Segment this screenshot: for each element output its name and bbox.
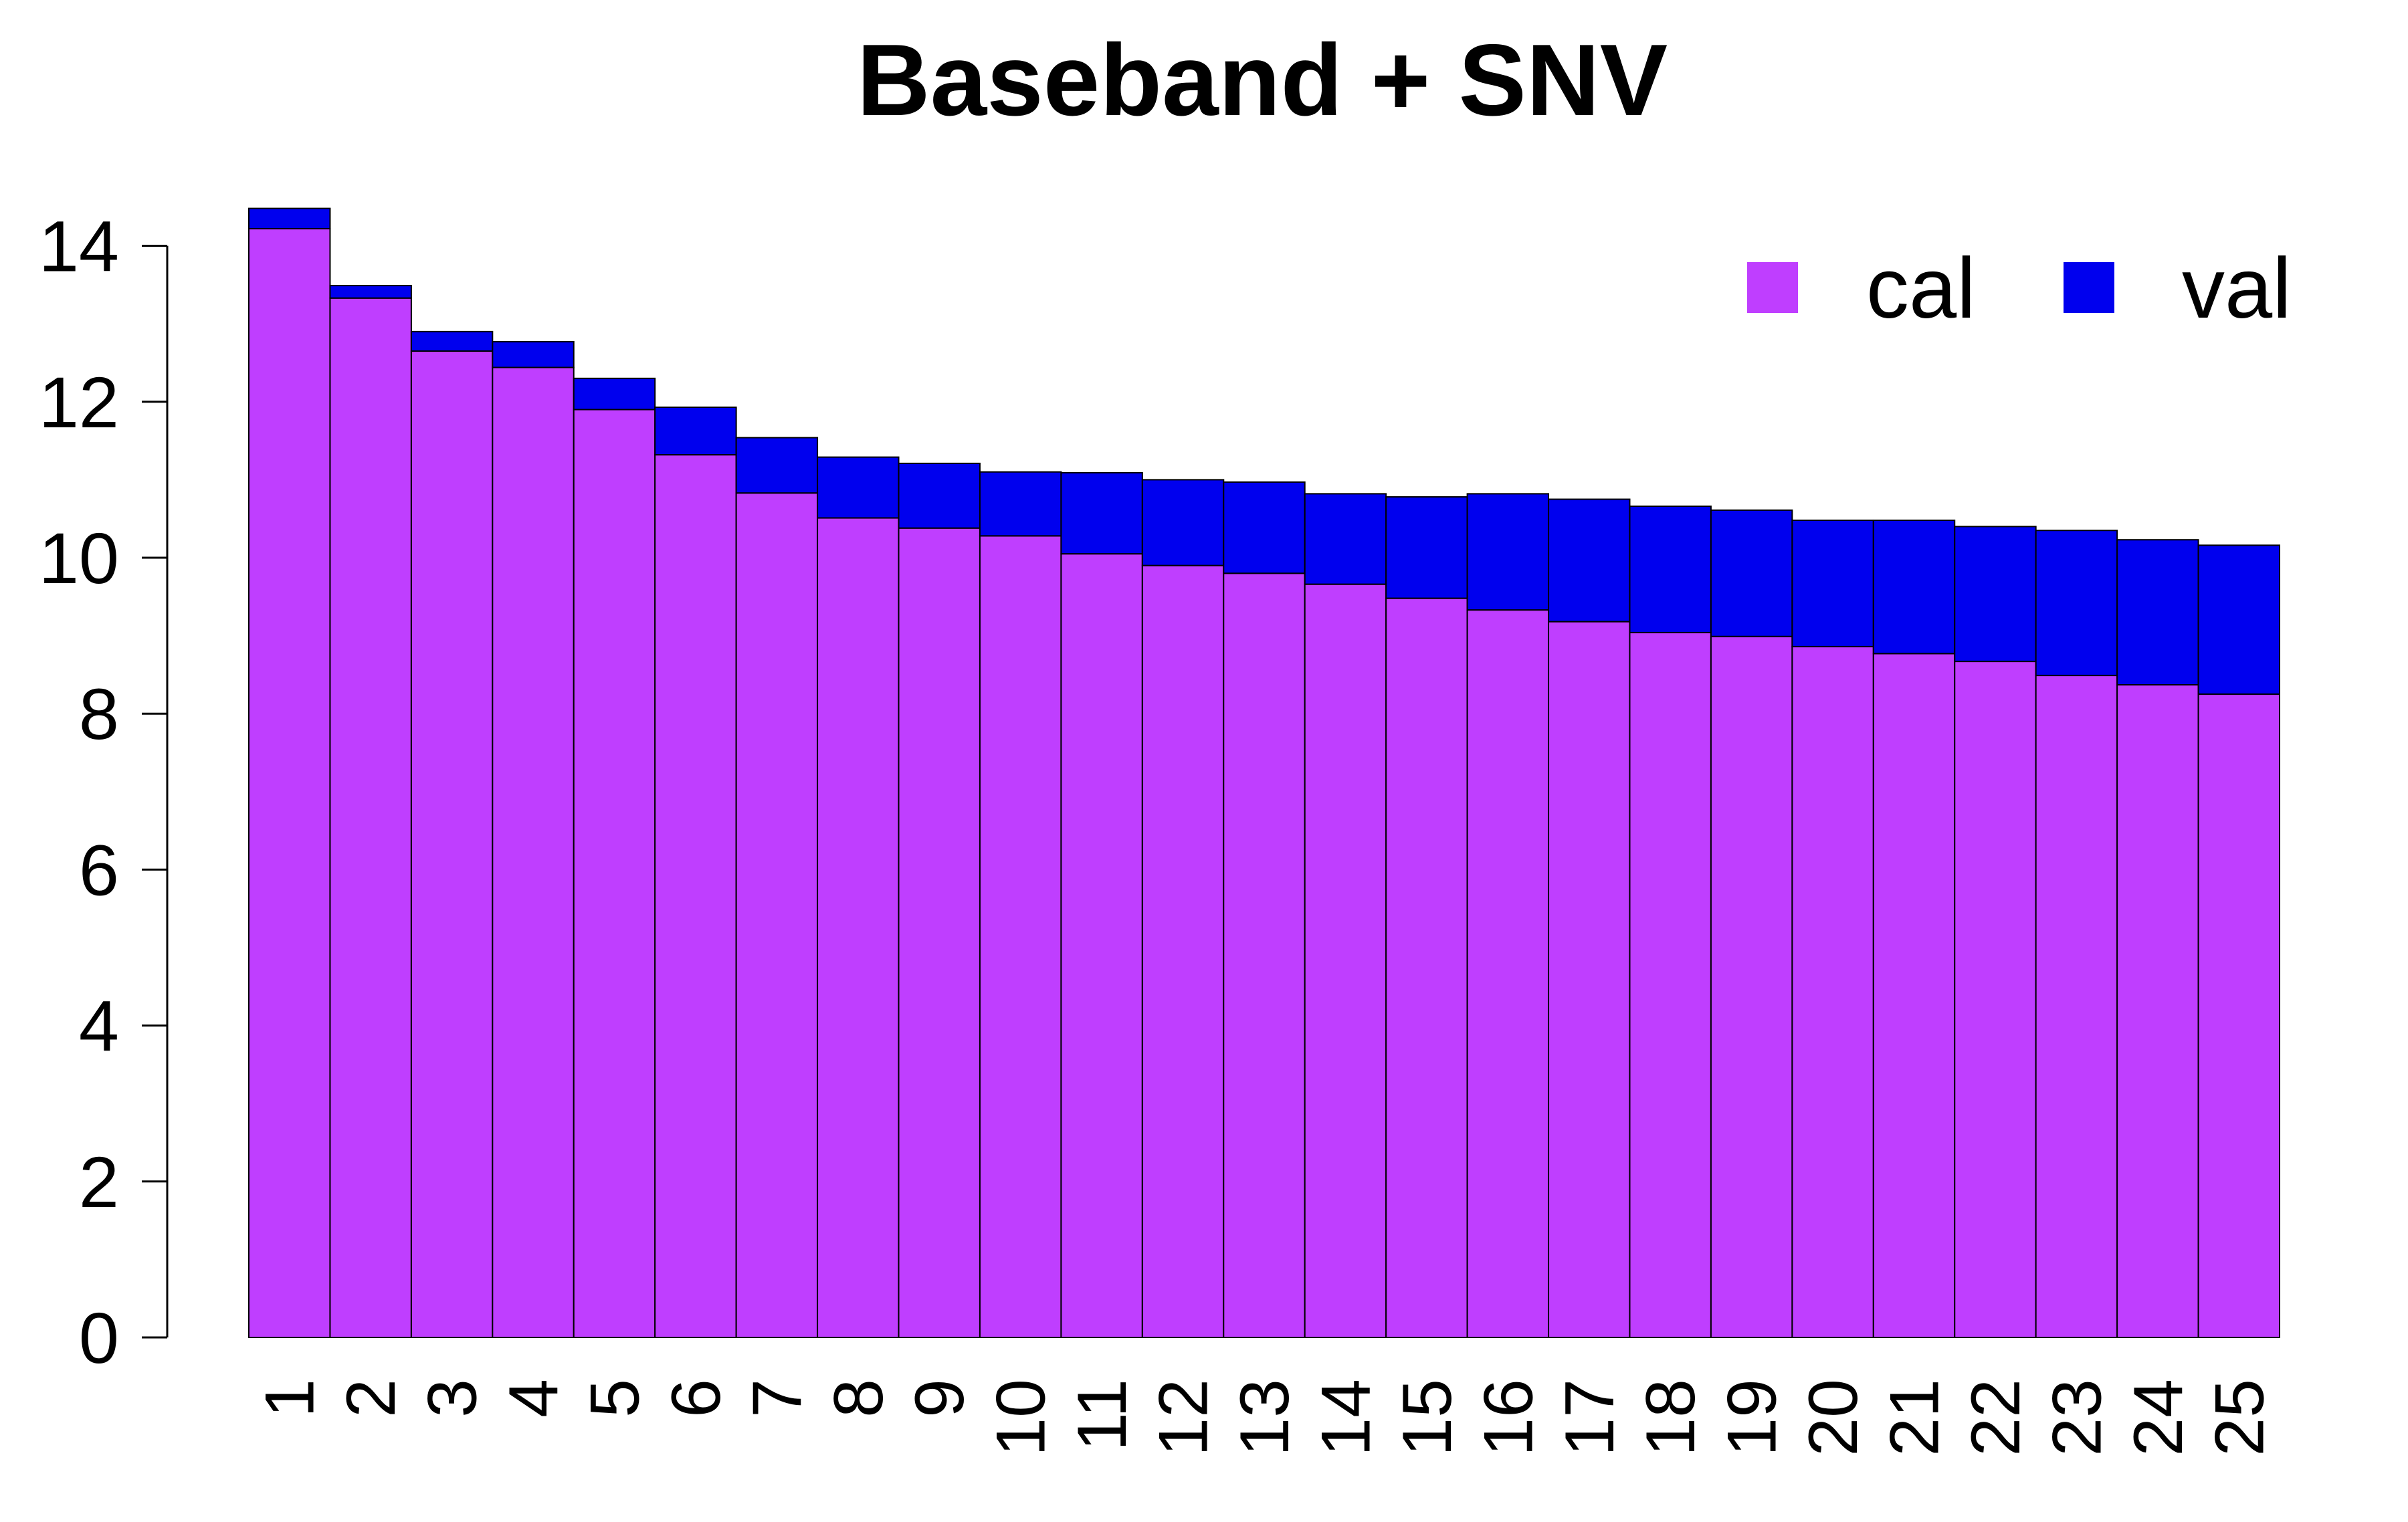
bar-val-3 [410,330,494,352]
x-tick-label: 25 [2201,1379,2278,1456]
x-tick-label: 2 [332,1379,410,1418]
bar-val-24 [2116,539,2199,686]
bar-val-16 [1466,493,1550,611]
bar-cal-3 [410,350,494,1338]
y-tick-label: 4 [79,986,119,1067]
bar-cal-14 [1304,583,1387,1338]
bar-cal-10 [979,535,1062,1338]
bar-cal-13 [1223,572,1306,1339]
bar-cal-24 [2116,684,2199,1338]
x-tick-label: 19 [1714,1379,1791,1456]
bar-cal-4 [492,366,575,1338]
bar-val-20 [1791,520,1874,647]
bar-val-18 [1629,506,1712,633]
x-tick-label: 22 [1957,1379,2035,1456]
x-tick-label: 10 [983,1379,1060,1456]
bar-cal-1 [248,227,331,1338]
bar-val-25 [2197,544,2281,695]
x-tick-label: 11 [1064,1379,1141,1451]
y-tick-label: 10 [39,518,119,599]
bar-cal-17 [1548,621,1631,1338]
bar-cal-2 [329,297,412,1338]
bar-val-7 [735,437,819,494]
bar-cal-22 [1954,661,2037,1338]
bar-val-22 [1954,526,2037,663]
bar-cal-20 [1791,645,1874,1339]
legend-swatch-val [2064,262,2114,313]
bar-val-14 [1304,493,1387,585]
x-tick-label: 4 [495,1379,573,1418]
x-tick-label: 6 [658,1379,735,1418]
bar-cal-7 [735,492,819,1338]
y-tick-label: 12 [39,362,119,443]
x-tick-label: 23 [2038,1379,2116,1456]
bar-val-5 [573,377,656,411]
bar-val-15 [1385,496,1468,599]
x-tick-label: 24 [2120,1379,2197,1456]
y-tick-label: 2 [79,1142,119,1222]
bar-cal-16 [1466,609,1550,1339]
bar-cal-23 [2035,675,2118,1338]
legend-label-cal: cal [1866,241,1976,336]
y-axis: 0 2 4 6 8 10 12 14 [39,206,169,1378]
bar-cal-11 [1060,553,1143,1338]
x-tick-label: 13 [1226,1379,1304,1456]
bar-cal-8 [817,517,900,1338]
bar-cal-9 [898,527,981,1338]
bar-val-12 [1141,479,1225,566]
chart-title: Baseband + SNV [857,23,1668,137]
x-tick-label: 7 [738,1379,816,1418]
x-tick-label: 1 [252,1379,329,1418]
x-tick-label: 12 [1145,1379,1223,1456]
x-tick-label: 17 [1551,1379,1629,1456]
bar-val-11 [1060,471,1143,555]
y-tick-label: 0 [79,1297,119,1378]
y-tick-label: 6 [79,829,119,910]
x-tick-label: 15 [1389,1379,1466,1456]
bar-val-23 [2035,530,2118,677]
bar-val-17 [1548,498,1631,623]
x-axis: 1 2 3 4 5 6 7 8 9 10 11 12 13 14 15 16 17 18 19 20 21 22 23 24 2… [252,1379,2279,1456]
legend: cal val [1747,241,2292,336]
bar-val-21 [1872,520,1956,655]
bar-cal-12 [1141,564,1225,1338]
bar-val-13 [1223,481,1306,574]
x-tick-label: 20 [1795,1379,1872,1456]
bar-val-19 [1710,509,1793,637]
bar-cal-25 [2197,693,2281,1339]
bar-val-2 [329,285,412,299]
x-tick-label: 18 [1632,1379,1710,1456]
x-tick-label: 5 [576,1379,654,1418]
x-tick-label: 9 [901,1379,979,1418]
bar-val-9 [898,462,981,529]
bar-cal-15 [1385,597,1468,1339]
x-tick-label: 14 [1307,1379,1385,1456]
bar-cal-21 [1872,653,1956,1338]
bar-val-6 [654,406,737,456]
x-tick-label: 16 [1470,1379,1547,1456]
bars [248,207,2281,1339]
bar-cal-19 [1710,635,1793,1338]
x-tick-label: 21 [1876,1379,1954,1456]
x-tick-label: 8 [820,1379,898,1418]
bar-cal-6 [654,454,737,1338]
x-tick-label: 3 [414,1379,492,1418]
bar-cal-18 [1629,631,1712,1338]
legend-label-val: val [2182,241,2292,336]
y-tick-label: 14 [39,206,119,287]
bar-val-4 [492,341,575,368]
bar-val-10 [979,471,1062,537]
legend-swatch-cal [1747,262,1798,313]
y-tick-label: 8 [79,673,119,754]
bar-cal-5 [573,409,656,1339]
bar-val-8 [817,456,900,519]
bar-val-1 [248,207,331,229]
